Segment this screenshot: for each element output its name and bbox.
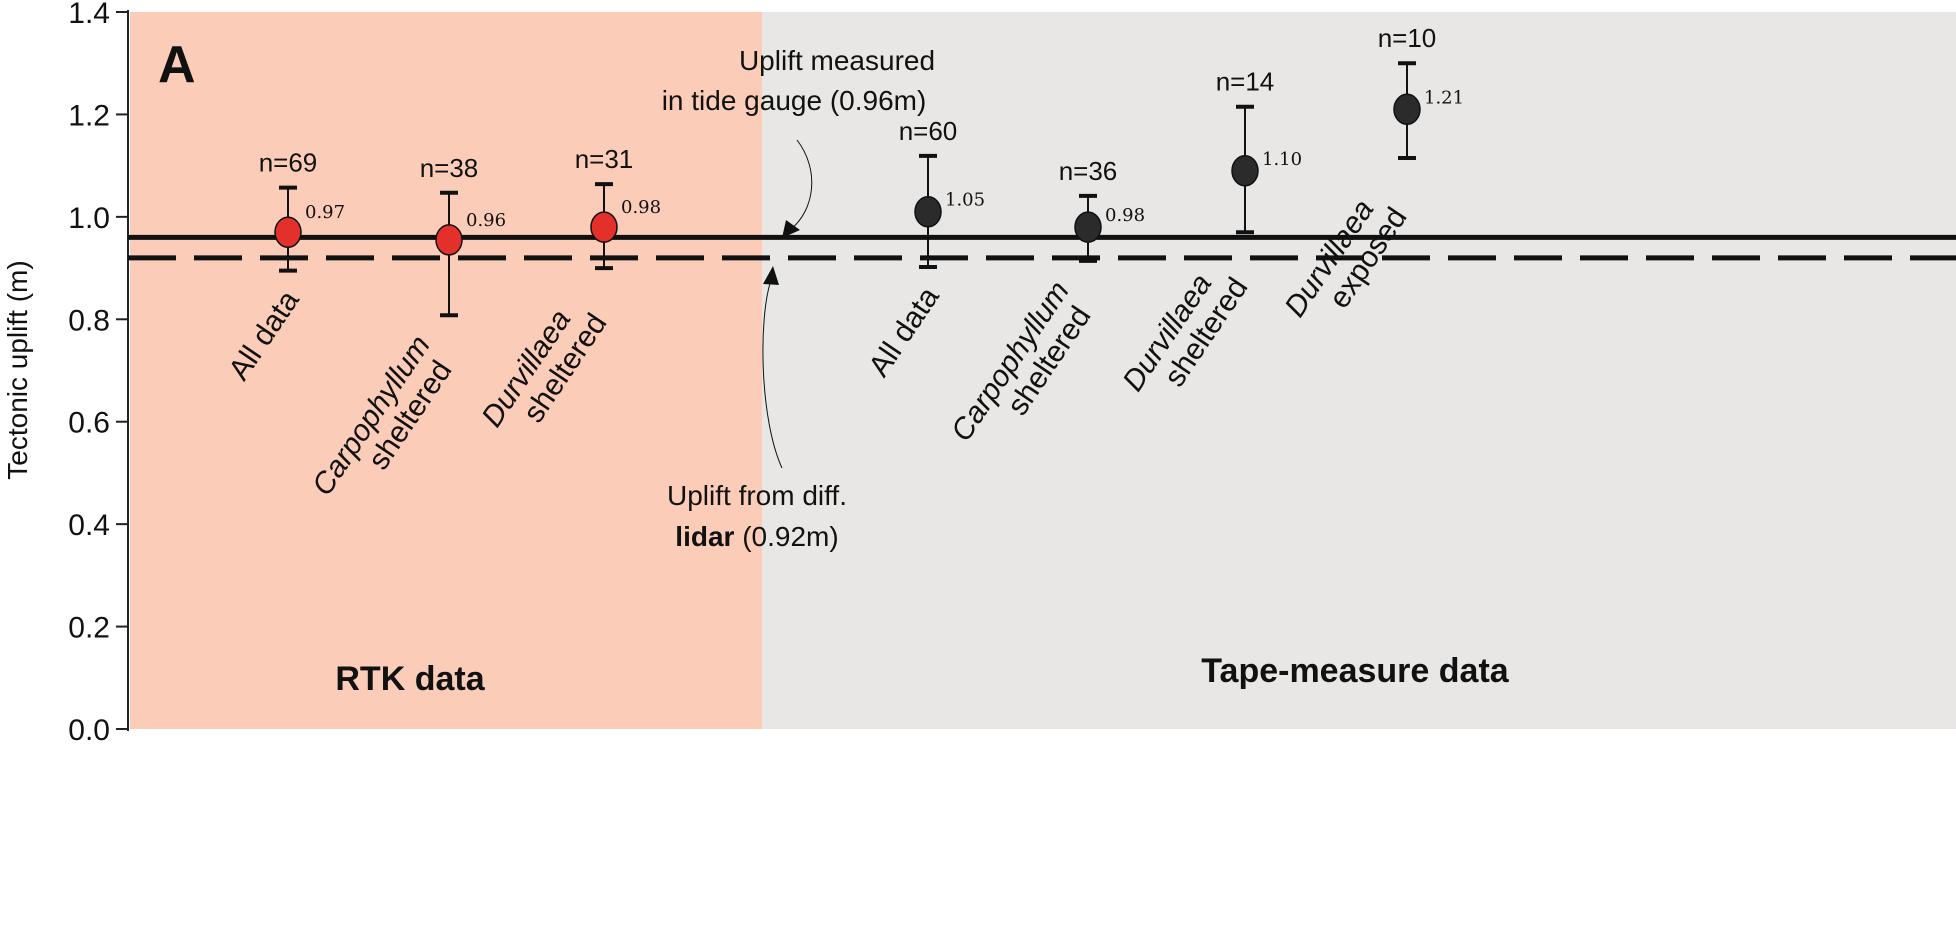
panel-title-tape: Tape-measure data xyxy=(1201,652,1509,690)
lidar-bold-word: lidar xyxy=(675,521,734,552)
data-point-marker xyxy=(1074,211,1102,243)
y-tick-label: 0.2 xyxy=(68,612,110,645)
sample-size-label: n=36 xyxy=(1059,156,1118,186)
sample-size-label: n=38 xyxy=(420,153,479,183)
rtk-background xyxy=(130,12,762,729)
lidar-value: (0.92m) xyxy=(734,521,838,552)
sample-size-label: n=10 xyxy=(1378,23,1437,53)
panel-letter: A xyxy=(158,36,196,94)
value-label: 0.98 xyxy=(621,197,661,218)
value-label: 0.97 xyxy=(305,202,345,223)
value-label: 1.10 xyxy=(1262,149,1302,170)
panel-title-rtk: RTK data xyxy=(335,660,485,698)
tape-background xyxy=(762,12,1956,729)
arrow-head-icon xyxy=(763,266,779,285)
y-tick-label: 1.2 xyxy=(68,99,110,132)
sample-size-label: n=14 xyxy=(1216,67,1275,97)
tide-gauge-annotation-line2: in tide gauge (0.96m) xyxy=(662,85,927,116)
y-tick-label: 0.0 xyxy=(68,714,110,747)
sample-size-label: n=31 xyxy=(575,144,634,174)
data-point-marker xyxy=(1231,155,1259,187)
value-label: 0.98 xyxy=(1105,205,1145,226)
value-label: 0.96 xyxy=(466,210,506,231)
data-point-marker xyxy=(274,216,302,248)
y-axis-title: Tectonic uplift (m) xyxy=(2,260,33,479)
data-point-marker xyxy=(1393,93,1421,126)
tide-gauge-arrow xyxy=(789,139,813,231)
y-tick-label: 0.8 xyxy=(68,304,110,337)
y-tick-label: 1.0 xyxy=(68,202,110,235)
y-tick-label: 0.6 xyxy=(68,407,110,440)
lidar-annotation-line2: lidar (0.92m) xyxy=(675,521,838,552)
data-point-marker xyxy=(914,195,942,228)
value-label: 1.05 xyxy=(945,190,985,211)
sample-size-label: n=60 xyxy=(899,116,958,146)
value-label: 1.21 xyxy=(1424,87,1464,108)
y-tick-label: 1.4 xyxy=(68,0,110,30)
data-point-marker xyxy=(435,224,463,256)
lidar-arrow xyxy=(762,279,783,469)
tide-gauge-annotation-line1: Uplift measured xyxy=(739,45,935,76)
arrow-head-icon xyxy=(782,220,800,238)
sample-size-label: n=69 xyxy=(259,148,318,178)
y-tick-label: 0.4 xyxy=(68,509,110,542)
lidar-annotation-line1: Uplift from diff. xyxy=(667,480,847,511)
data-point-marker xyxy=(590,211,618,243)
